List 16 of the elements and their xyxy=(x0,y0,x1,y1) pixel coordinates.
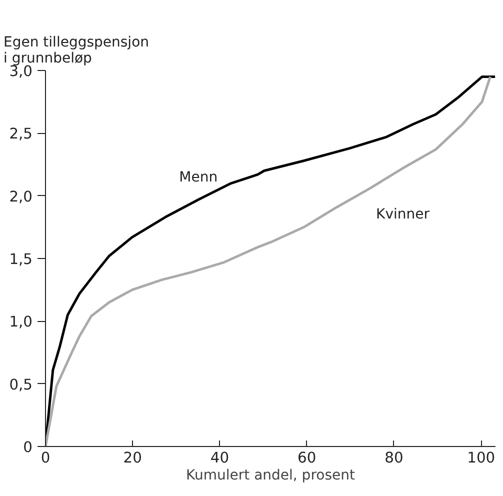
y-tick-label: 1,0 xyxy=(9,314,33,331)
x-tick-label: 60 xyxy=(298,450,316,466)
x-tick-label: 0 xyxy=(40,450,50,466)
series-label: Menn xyxy=(179,170,218,186)
x-tick-label: 80 xyxy=(384,450,404,466)
series-label: Kvinner xyxy=(376,206,430,222)
x-tick-label: 20 xyxy=(123,450,142,466)
y-tick-label: 2,0 xyxy=(9,188,33,206)
y-tick-label: 0,5 xyxy=(9,376,33,394)
y-tick-label: 1,5 xyxy=(9,251,33,268)
y-tick-label: 2,5 xyxy=(9,126,33,143)
y-tick-label: 0 xyxy=(23,439,33,456)
x-tick-label: 40 xyxy=(210,450,230,466)
x-axis-title: Kumulert andel, prosent xyxy=(186,468,356,484)
y-axis-title: Egen tilleggspensjon i grunnbeløp xyxy=(4,34,150,66)
x-tick-label: 100 xyxy=(467,450,496,466)
